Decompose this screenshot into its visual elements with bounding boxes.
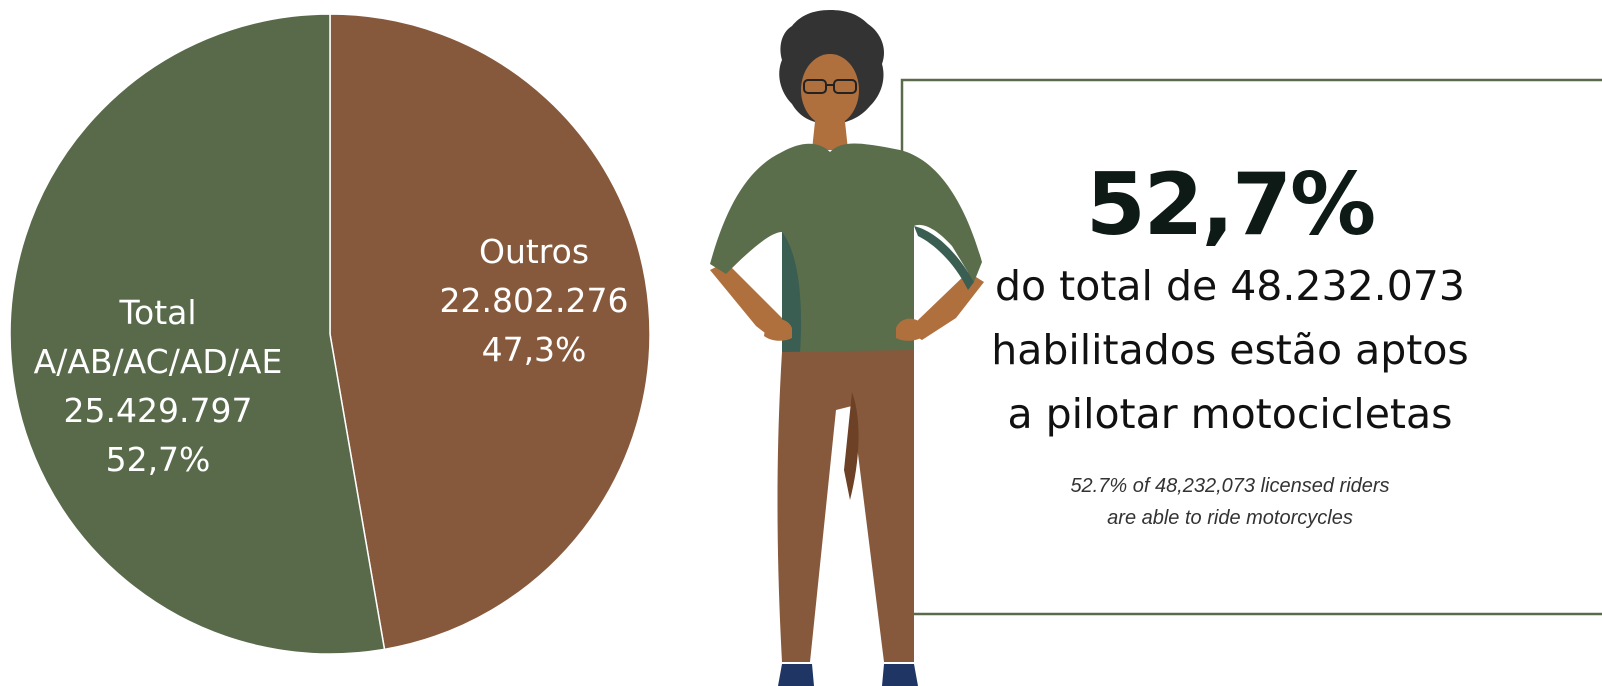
frame-top-line xyxy=(900,78,1602,165)
glasses-icon xyxy=(803,79,857,94)
left-shoe xyxy=(778,664,814,686)
pie-label-outros: Outros 22.802.276 47,3% xyxy=(424,227,644,374)
highlight-percent: 52,7% xyxy=(1085,155,1376,255)
right-hand xyxy=(896,318,924,341)
outros-line-1: Outros xyxy=(478,232,590,271)
right-shoe xyxy=(882,664,918,686)
pie-label-total: Total A/AB/AC/AD/AE 25.429.797 52,7% xyxy=(18,288,298,484)
caption-line-2: are able to ride motorcycles xyxy=(1107,507,1353,529)
statement-line-3: a pilotar motocicletas xyxy=(1007,390,1453,438)
outros-line-2: 22.802.276 xyxy=(439,281,629,320)
english-caption: 52.7% of 48,232,073 licensed riders are … xyxy=(960,470,1500,534)
highlight-statement: do total de 48.232.073 habilitados estão… xyxy=(960,254,1500,446)
face xyxy=(801,54,859,126)
right-forearm xyxy=(908,272,984,340)
total-line-3: 25.429.797 xyxy=(63,391,253,430)
total-line-2: A/AB/AC/AD/AE xyxy=(33,342,283,381)
pie-slice-total xyxy=(9,13,386,655)
pants-shadow xyxy=(844,392,859,500)
outros-line-3: 47,3% xyxy=(481,330,587,369)
left-forearm xyxy=(710,262,786,340)
total-line-4: 52,7% xyxy=(105,440,211,479)
total-line-1: Total xyxy=(119,293,197,332)
pie-slice-outros xyxy=(329,13,651,651)
pie-chart xyxy=(9,13,651,655)
pants xyxy=(777,350,914,662)
shirt xyxy=(710,143,982,356)
statement-line-1: do total de 48.232.073 xyxy=(995,262,1465,310)
left-hand xyxy=(764,318,792,341)
caption-line-1: 52.7% of 48,232,073 licensed riders xyxy=(1070,475,1390,497)
shirt-shadow-right xyxy=(914,226,974,290)
person-illustration xyxy=(710,10,984,686)
statement-line-2: habilitados estão aptos xyxy=(991,326,1469,374)
